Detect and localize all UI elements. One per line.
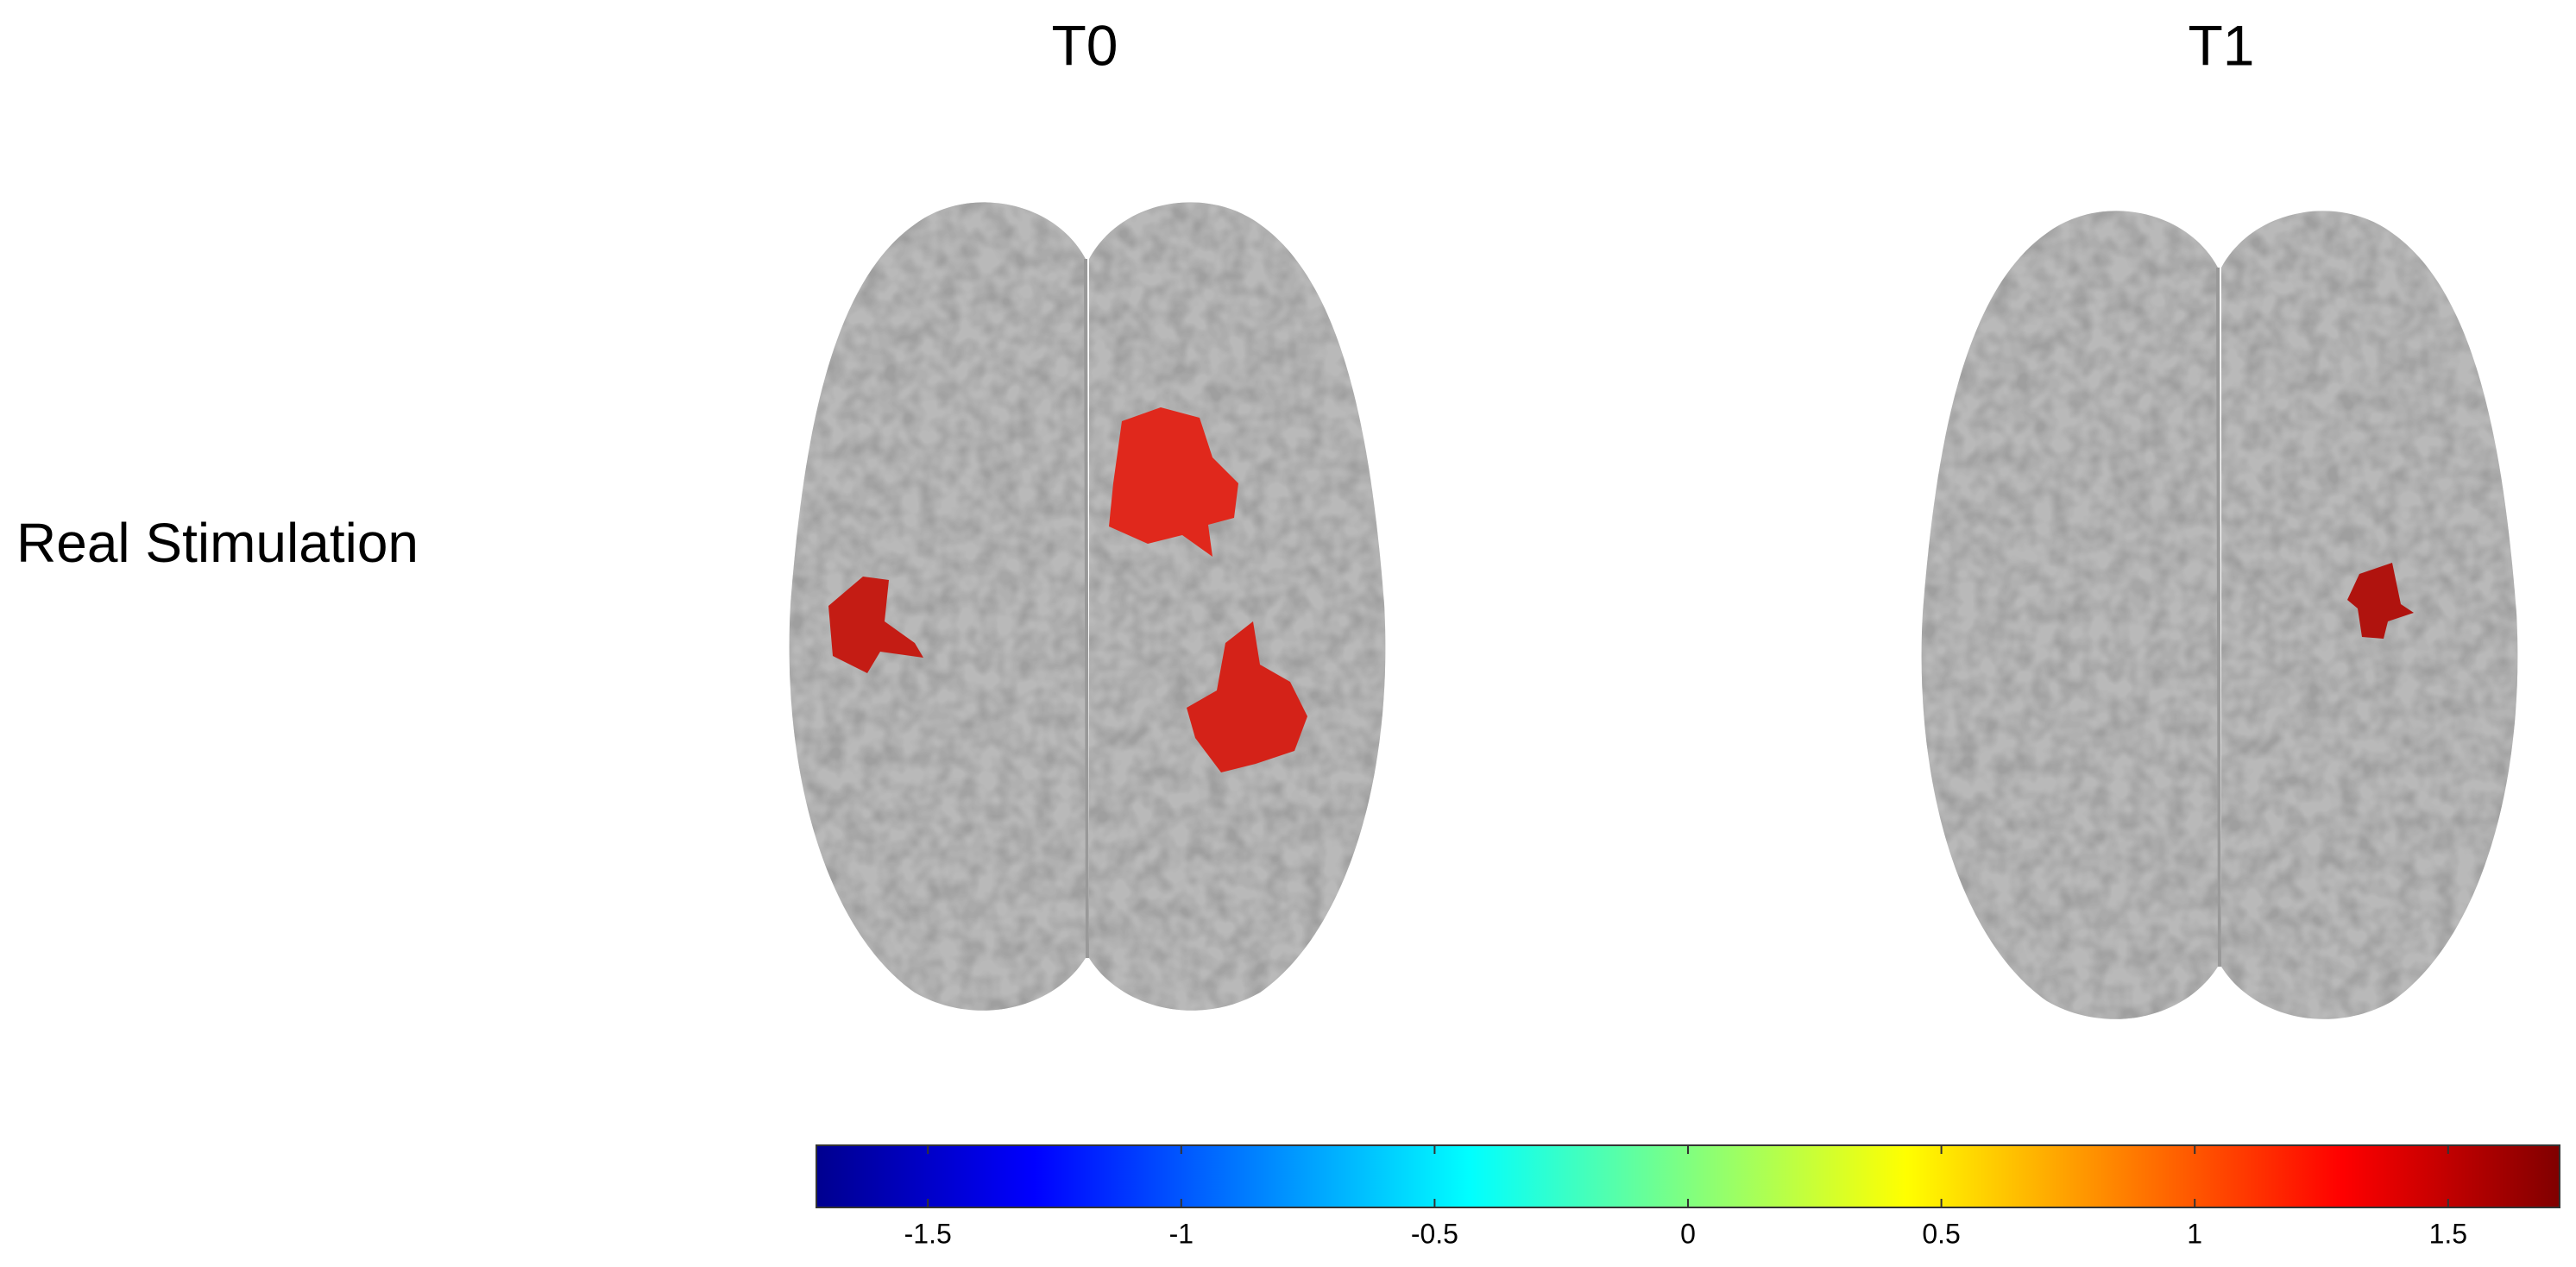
column-title: T0: [1051, 13, 1118, 77]
tick-label: -1.5: [904, 1218, 952, 1249]
column-title: T1: [2188, 13, 2254, 77]
tick-label: 0.5: [1922, 1218, 1960, 1249]
row-label: Real Stimulation: [16, 512, 419, 574]
tick-label: 1.5: [2429, 1218, 2467, 1249]
tick-label: 1: [2187, 1218, 2202, 1249]
colorbar: [816, 1144, 2560, 1208]
tick-label: -0.5: [1411, 1218, 1458, 1249]
tick-label: 0: [1680, 1218, 1696, 1249]
brain-t1: [1922, 211, 2518, 1018]
brain-t0: [790, 202, 1386, 1010]
tick-label: -1: [1169, 1218, 1194, 1249]
colorbar-scale: [816, 1144, 2560, 1208]
